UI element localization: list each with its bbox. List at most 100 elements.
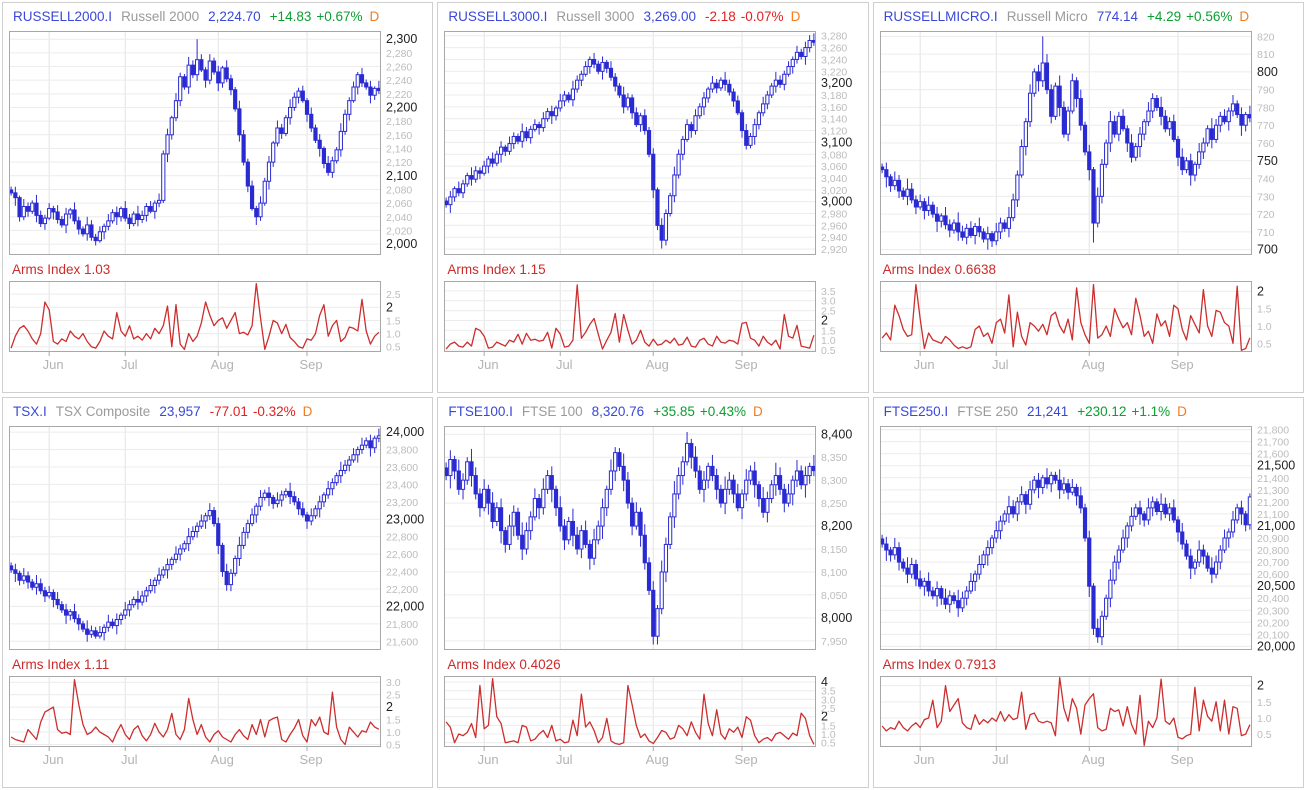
- svg-text:20,200: 20,200: [1257, 617, 1289, 629]
- arms-index-chart[interactable]: Jun Jul Aug Sep 0.51.01.522.53.03.5: [444, 280, 868, 375]
- symbol-label[interactable]: TSX.I: [13, 404, 47, 419]
- svg-text:22,000: 22,000: [386, 599, 424, 613]
- arms-index-label: Arms Index 1.11: [12, 657, 110, 672]
- svg-text:8,100: 8,100: [821, 567, 847, 579]
- svg-text:21,700: 21,700: [1257, 437, 1289, 449]
- svg-text:21,800: 21,800: [1257, 425, 1289, 437]
- candlestick-chart[interactable]: 20,00020,10020,20020,30020,40020,50020,6…: [879, 424, 1304, 653]
- price-change-pct: +1.1%: [1131, 404, 1171, 419]
- svg-text:1.5: 1.5: [821, 325, 836, 337]
- svg-text:800: 800: [1257, 65, 1278, 79]
- svg-text:20,000: 20,000: [1257, 639, 1295, 653]
- chart-header: FTSE250.I FTSE 250 21,241 +230.12 +1.1% …: [880, 400, 1303, 424]
- svg-text:Jun: Jun: [478, 357, 499, 372]
- svg-text:23,600: 23,600: [386, 462, 418, 474]
- svg-text:21,500: 21,500: [1257, 459, 1295, 473]
- last-price: 3,269.00: [643, 9, 696, 24]
- svg-text:Aug: Aug: [1081, 752, 1104, 767]
- svg-text:2,140: 2,140: [386, 143, 412, 155]
- arms-index-label: Arms Index 1.15: [447, 262, 546, 277]
- svg-text:2,980: 2,980: [821, 209, 847, 221]
- symbol-label[interactable]: RUSSELLMICRO.I: [883, 9, 998, 24]
- svg-text:3.0: 3.0: [386, 677, 401, 689]
- svg-text:Aug: Aug: [211, 752, 234, 767]
- last-price: 23,957: [159, 404, 201, 419]
- svg-text:2,080: 2,080: [386, 184, 412, 196]
- symbol-label[interactable]: RUSSELL2000.I: [13, 9, 113, 24]
- interval-badge[interactable]: D: [369, 9, 380, 24]
- interval-badge[interactable]: D: [753, 404, 763, 419]
- instrument-name: Russell 3000: [556, 9, 635, 24]
- svg-text:22,600: 22,600: [386, 549, 418, 561]
- svg-text:2,300: 2,300: [386, 32, 417, 46]
- svg-text:750: 750: [1257, 154, 1278, 168]
- price-change: -77.01: [209, 404, 248, 419]
- svg-text:3,160: 3,160: [821, 102, 847, 114]
- chart-panel: RUSSELL2000.I Russell 2000 2,224.70 +14.…: [2, 2, 434, 393]
- candlestick-chart[interactable]: 7,950 8,000 8,050 8,100 8,150 8,200 8,250 8,300…: [444, 424, 868, 653]
- candlestick-chart[interactable]: 700 710 720 730 740 750 760 770 780 790 800 810 820: [879, 29, 1304, 258]
- svg-text:2,120: 2,120: [386, 157, 412, 169]
- arms-index-label: Arms Index 0.6638: [882, 262, 996, 277]
- instrument-name: FTSE 250: [957, 404, 1018, 419]
- chart-header: RUSSELLMICRO.I Russell Micro 774.14 +4.2…: [880, 5, 1303, 29]
- price-change: -2.18: [705, 9, 736, 24]
- svg-text:730: 730: [1257, 191, 1275, 203]
- svg-text:0.5: 0.5: [821, 738, 836, 750]
- last-price: 21,241: [1026, 404, 1069, 419]
- arms-index-label: Arms Index 0.4026: [447, 657, 561, 672]
- svg-text:Jul: Jul: [556, 752, 573, 767]
- svg-text:3,220: 3,220: [821, 66, 847, 78]
- svg-text:1.5: 1.5: [386, 715, 401, 727]
- symbol-label[interactable]: FTSE250.I: [883, 404, 949, 419]
- svg-text:3.5: 3.5: [821, 686, 836, 698]
- svg-text:790: 790: [1257, 85, 1275, 97]
- symbol-label[interactable]: FTSE100.I: [448, 404, 513, 419]
- interval-badge[interactable]: D: [1239, 9, 1250, 24]
- price-change-pct: +0.67%: [316, 9, 363, 24]
- svg-text:2.5: 2.5: [821, 703, 836, 715]
- arms-index-chart[interactable]: Jun Jul Aug Sep 0.51.01.522.53.0: [9, 675, 433, 770]
- candlestick-chart[interactable]: 21,600 21,800 22,000 22,200 22,400 22,600 22,8…: [9, 424, 433, 653]
- svg-text:8,250: 8,250: [821, 498, 847, 510]
- arms-index-chart[interactable]: Jun Jul Aug Sep 0.5 1.0 1.5 2: [879, 675, 1304, 770]
- arms-index-chart[interactable]: Jun Jul Aug Sep 0.51.01.522.53.03.54: [444, 675, 868, 770]
- svg-text:3.0: 3.0: [821, 296, 836, 308]
- interval-badge[interactable]: D: [790, 9, 801, 24]
- svg-text:1.5: 1.5: [1257, 304, 1272, 316]
- svg-text:1.0: 1.0: [386, 329, 401, 341]
- svg-text:740: 740: [1257, 174, 1275, 186]
- svg-text:Jun: Jun: [913, 752, 934, 767]
- chart-header: TSX.I TSX Composite 23,957 -77.01 -0.32%…: [9, 400, 432, 424]
- svg-text:Jun: Jun: [43, 752, 64, 767]
- svg-text:760: 760: [1257, 138, 1275, 150]
- svg-text:2,180: 2,180: [386, 116, 412, 128]
- svg-text:2: 2: [386, 700, 393, 714]
- instrument-name: TSX Composite: [55, 404, 151, 419]
- svg-text:Sep: Sep: [299, 752, 322, 767]
- interval-badge[interactable]: D: [302, 404, 313, 419]
- arms-index-chart[interactable]: Jun Jul Aug Sep 0.51.0 1.522.5: [9, 280, 433, 375]
- arms-index-chart[interactable]: Jun Jul Aug Sep 0.5 1.0 1.5 2: [879, 280, 1304, 375]
- svg-text:2,960: 2,960: [821, 220, 847, 232]
- svg-text:Aug: Aug: [1081, 357, 1104, 372]
- svg-text:770: 770: [1257, 120, 1275, 132]
- svg-text:21,000: 21,000: [1257, 519, 1295, 533]
- instrument-name: Russell Micro: [1006, 9, 1088, 24]
- svg-text:8,050: 8,050: [821, 590, 847, 602]
- svg-text:1.0: 1.0: [821, 729, 836, 741]
- symbol-label[interactable]: RUSSELL3000.I: [448, 9, 548, 24]
- svg-text:2,220: 2,220: [386, 89, 412, 101]
- svg-text:3.0: 3.0: [821, 694, 836, 706]
- svg-text:Jun: Jun: [913, 357, 934, 372]
- svg-text:23,000: 23,000: [386, 512, 424, 526]
- svg-text:2: 2: [1257, 284, 1264, 298]
- candlestick-chart[interactable]: 2,9202,9402,9602,9803,0003,0203,0403,060…: [444, 29, 868, 258]
- interval-badge[interactable]: D: [1177, 404, 1187, 419]
- svg-text:23,400: 23,400: [386, 479, 418, 491]
- svg-text:Jun: Jun: [43, 357, 64, 372]
- svg-text:820: 820: [1257, 31, 1275, 43]
- svg-text:21,600: 21,600: [1257, 449, 1289, 461]
